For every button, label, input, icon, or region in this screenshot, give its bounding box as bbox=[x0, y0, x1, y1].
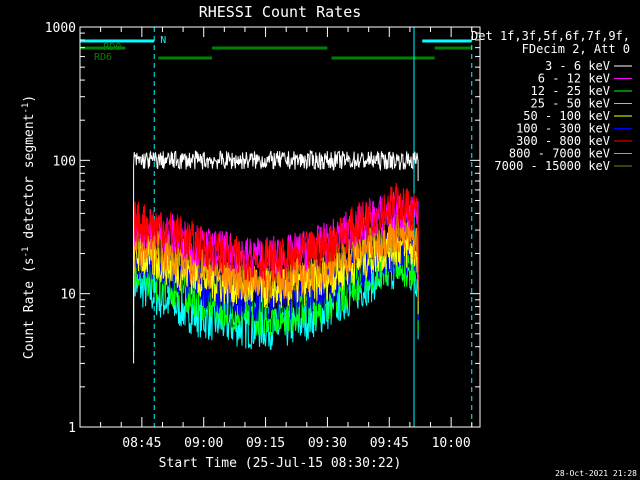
y-tick-label: 100 bbox=[53, 154, 76, 169]
y-axis-label: Count Rate (s-1 detector segment-1) bbox=[21, 95, 37, 359]
y-tick-label: 1000 bbox=[45, 21, 76, 36]
y-axis-label-part: detector segment bbox=[22, 114, 37, 247]
x-tick-label: 09:15 bbox=[246, 436, 285, 451]
legend-entry-label: 7000 - 15000 keV bbox=[494, 159, 610, 173]
series-line bbox=[133, 149, 419, 364]
legend-entry-label: 3 - 6 keV bbox=[545, 59, 610, 73]
legend-entry-label: 50 - 100 keV bbox=[523, 109, 610, 123]
legend-header-line: Det 1f,3f,5f,6f,7f,9f, bbox=[471, 29, 630, 43]
legend-header-line: FDecim 2, Att 0 bbox=[522, 42, 630, 56]
chart-title: RHESSI Count Rates bbox=[199, 3, 362, 21]
legend-entry-label: 6 - 12 keV bbox=[538, 72, 610, 86]
x-axis-label: Start Time (25-Jul-15 08:30:22) bbox=[159, 456, 402, 471]
series-line bbox=[133, 226, 419, 324]
legend-entry-label: 12 - 25 keV bbox=[531, 84, 610, 98]
footer-date: 28-Oct-2021 21:28 bbox=[555, 469, 637, 478]
y-axis-label-part: Count Rate (s bbox=[22, 257, 37, 359]
x-axis-ticks: 08:45 09:00 09:15 09:30 09:45 10:00 bbox=[79, 27, 473, 451]
flag-bar-label: RD0 bbox=[103, 42, 121, 53]
plot-frame bbox=[79, 26, 481, 428]
x-tick-label: 08:45 bbox=[122, 436, 161, 451]
legend-entry-label: 100 - 300 keV bbox=[516, 122, 610, 136]
y-axis-label-part: ) bbox=[22, 95, 37, 103]
legend-entry-label: 25 - 50 keV bbox=[531, 97, 610, 111]
series-line bbox=[133, 182, 419, 291]
y-tick-label: 1 bbox=[68, 421, 76, 436]
x-tick-label: 10:00 bbox=[432, 436, 471, 451]
legend-entry-label: 300 - 800 keV bbox=[516, 134, 610, 148]
x-tick-label: 09:00 bbox=[184, 436, 223, 451]
x-tick-label: 09:45 bbox=[370, 436, 409, 451]
x-tick-label: 09:30 bbox=[308, 436, 347, 451]
legend-entry-label: 800 - 7000 keV bbox=[509, 147, 610, 161]
y-axis-ticks: 1 10 100 1000 bbox=[45, 21, 480, 436]
y-axis-label-exponent: -1 bbox=[21, 247, 31, 258]
series-lines bbox=[133, 149, 419, 364]
y-tick-label: 10 bbox=[60, 288, 76, 303]
flag-bar-label: N bbox=[160, 35, 166, 46]
flag-bar-label: RD6 bbox=[94, 52, 112, 63]
legend: Det 1f,3f,5f,6f,7f,9f, FDecim 2, Att 0 3… bbox=[471, 29, 632, 173]
y-axis-label-exponent: -1 bbox=[21, 103, 31, 114]
